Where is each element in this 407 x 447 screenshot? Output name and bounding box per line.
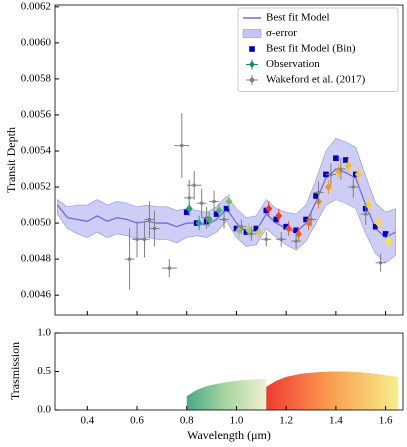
reference-point [152,226,156,230]
reference-point [212,199,216,203]
legend-label: Wakeford et al. (2017) [266,74,366,86]
bin-point [213,211,220,217]
observation-point [354,170,362,179]
bin-point [333,155,339,161]
bin-point [313,193,319,199]
bin-point [263,207,270,214]
reference-point [264,237,268,241]
legend-label: σ-error [266,27,297,39]
legend-swatch [249,76,255,84]
observation-point [374,219,382,228]
y-tick-label: 0.0 [37,404,51,416]
observation-point [305,219,313,228]
reference-point [147,217,151,221]
axes-frame [54,4,404,316]
observation-point [275,211,283,220]
transmission-area [186,379,267,410]
y-tick-label: 0.0062 [21,0,51,12]
y-axis-label: Transit Depth [4,127,18,193]
bin-point [372,223,379,230]
x-tick-label: 0.8 [180,415,194,427]
reference-point [379,261,383,265]
observation-point [245,226,253,235]
legend-label: Best fit Model (Bin) [266,43,356,55]
observation-point [364,201,372,210]
legend-label: Observation [266,58,320,70]
y-tick-label: 0.0052 [21,181,51,193]
bin-point [223,205,230,212]
bin-point [183,209,190,216]
legend-swatch [249,46,255,52]
x-axis-label: Wavelength (μm) [187,428,271,442]
reference-point [167,266,171,270]
legend-box [237,7,399,92]
y-tick-label: 0.0056 [21,108,52,120]
reference-point [128,257,132,261]
reference-point [239,225,243,229]
reference-point [309,217,313,221]
observation-point [195,219,203,228]
reference-point [279,237,283,241]
observation-point [225,197,233,206]
bin-point [243,229,250,235]
y-axis-label: Trasmission [8,342,22,400]
x-tick-label: 1.6 [379,415,393,427]
observation-point [255,228,263,237]
reference-point [329,172,333,176]
reference-point [142,237,146,241]
observation-point [265,204,273,213]
observation-point [344,161,352,170]
legend-swatch [249,61,255,68]
reference-point [294,239,298,243]
y-tick-label: 0.0048 [21,253,52,265]
reference-point [351,185,355,189]
y-tick-label: 0.0058 [21,72,52,84]
x-tick-label: 0.6 [130,415,144,427]
bin-point [343,157,349,163]
observation-point [285,224,293,233]
transmission-area [266,371,399,410]
bin-point [233,225,240,232]
reference-point [192,183,196,187]
reference-point [249,232,253,236]
legend-swatch [242,29,262,38]
plot-area [186,371,399,410]
reference-point [364,212,368,216]
bin-point [283,223,289,230]
observation-point [384,237,392,246]
reference-point [135,237,139,241]
reference-point [222,217,226,221]
y-tick-label: 0.0046 [21,289,52,301]
x-tick-label: 1.0 [230,415,244,427]
plot-area [56,113,396,290]
y-tick-label: 0.5 [37,365,51,377]
reference-point [180,144,184,148]
reference-point [200,201,204,205]
legend-label: Best fit Model [266,12,330,24]
observation-point [235,226,243,235]
y-tick-label: 0.0050 [21,217,52,229]
bin-point [382,231,389,237]
x-tick-label: 1.2 [279,415,293,427]
reference-point [187,196,191,200]
x-tick-label: 0.4 [80,415,94,427]
bin-point [293,227,299,234]
x-tick-label: 1.4 [329,415,343,427]
y-tick-label: 0.0054 [21,145,52,157]
observation-point [324,183,332,192]
reference-point [316,190,320,194]
observation-point [215,206,223,215]
y-tick-label: 0.0060 [21,36,52,48]
observation-point [295,229,303,238]
reference-point [339,167,343,171]
reference-point [205,216,209,220]
y-tick-label: 1.0 [37,327,51,339]
bin-point [273,216,280,223]
bin-point [253,225,260,232]
